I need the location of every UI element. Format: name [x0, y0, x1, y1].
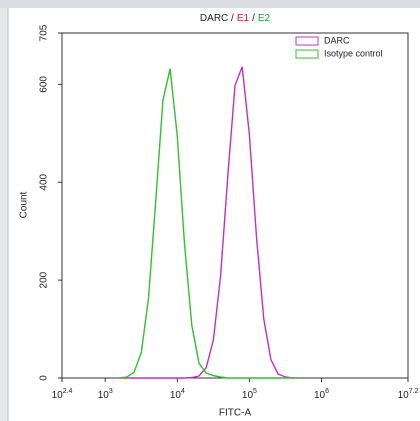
legend-swatch	[295, 49, 319, 59]
x-tick-base: 10	[242, 390, 254, 401]
title-part: E2	[258, 13, 271, 24]
series-line	[119, 66, 293, 379]
x-tick-base: 10	[314, 390, 326, 401]
x-tick-label: 103	[98, 388, 113, 401]
x-tick-exponent: 2.4	[63, 388, 73, 395]
series-line	[119, 68, 293, 379]
y-tick-label: 400	[39, 173, 50, 190]
y-tick-label: 600	[39, 76, 50, 93]
y-axis-label: Count	[19, 191, 30, 218]
x-tick-exponent: 5	[253, 388, 257, 395]
left-bar	[0, 8, 8, 421]
x-tick-exponent: 4	[181, 388, 185, 395]
x-tick-base: 10	[170, 390, 182, 401]
x-axis-label: FITC-A	[219, 408, 252, 419]
title-part: /	[252, 13, 255, 24]
x-tick-base: 10	[98, 390, 110, 401]
x-tick-label: 104	[170, 388, 185, 401]
chart-title: DARC / E1/E2	[200, 13, 271, 24]
x-tick-label: 106	[314, 388, 329, 401]
x-tick-label: 107.2	[398, 388, 419, 401]
legend-swatch	[295, 36, 319, 46]
x-tick-label: 105	[242, 388, 257, 401]
title-part: E1	[237, 13, 250, 24]
x-tick-exponent: 7.2	[409, 388, 419, 395]
x-tick-label: 102.4	[52, 388, 73, 401]
x-tick-base: 10	[52, 390, 64, 401]
top-bar	[0, 0, 420, 8]
y-tick-label: 200	[39, 271, 50, 288]
legend-label: Isotype control	[324, 48, 383, 58]
x-tick-exponent: 6	[325, 388, 329, 395]
legend-label: DARC	[324, 35, 350, 45]
x-tick-base: 10	[398, 390, 410, 401]
title-part: DARC /	[200, 13, 234, 24]
x-tick-exponent: 3	[109, 388, 113, 395]
y-tick-label: 0	[39, 375, 50, 381]
y-tick-label: 705	[39, 24, 50, 41]
